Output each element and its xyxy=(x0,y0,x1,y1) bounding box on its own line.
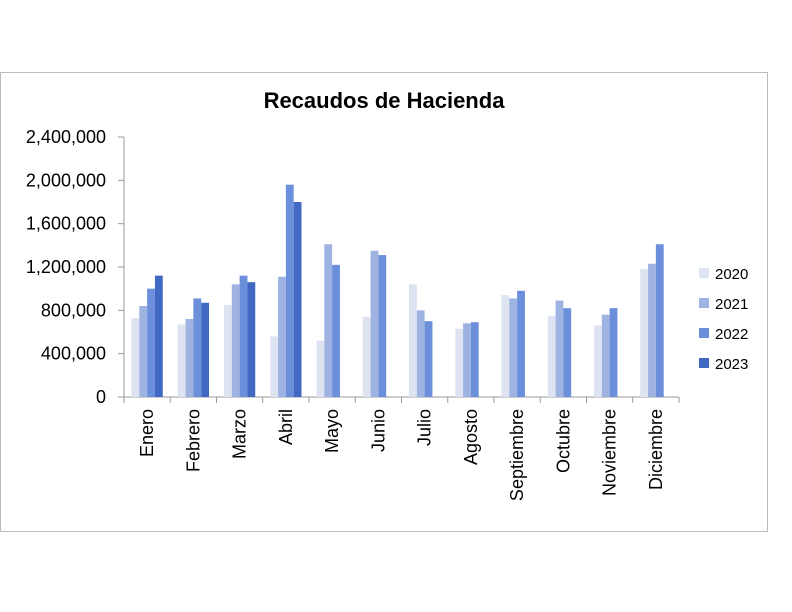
x-tick-label: Febrero xyxy=(183,409,203,472)
y-axis: 0 400,000 800,000 1,200,000 1,600,000 2,000,0… xyxy=(26,127,125,407)
bar-2021-febrero xyxy=(185,319,194,397)
bar-2020-diciembre xyxy=(640,269,649,397)
chart-title: Recaudos de Hacienda xyxy=(264,88,506,113)
bar-2020-septiembre xyxy=(501,295,510,397)
bar-2022-abril xyxy=(285,184,294,397)
legend-label-2020: 2020 xyxy=(715,266,748,283)
bar-2023-enero xyxy=(154,275,163,397)
bar-2021-enero xyxy=(139,306,148,397)
legend-label-2023: 2023 xyxy=(715,356,748,373)
bar-2021-junio xyxy=(370,250,379,397)
bar-2020-junio xyxy=(362,316,371,397)
bar-2023-febrero xyxy=(201,302,209,397)
bar-2021-mayo xyxy=(324,244,333,397)
y-tick-label: 1,200,000 xyxy=(26,257,106,277)
bar-2022-junio xyxy=(378,255,387,397)
x-tick-label: Julio xyxy=(415,409,435,446)
bar-2022-agosto xyxy=(470,322,479,397)
x-tick-label: Junio xyxy=(368,409,388,452)
bar-2021-agosto xyxy=(463,323,471,397)
bar-2021-abril xyxy=(278,276,286,397)
bar-2020-mayo xyxy=(316,340,325,397)
bar-2020-octubre xyxy=(547,315,556,397)
x-tick-label: Octubre xyxy=(553,409,573,473)
bar-2023-abril xyxy=(293,202,302,397)
bar-2020-julio xyxy=(409,284,417,397)
legend-label-2021: 2021 xyxy=(715,296,748,313)
bar-2022-septiembre xyxy=(517,290,525,397)
x-tick-label: Abril xyxy=(276,409,296,445)
bar-2022-enero xyxy=(147,288,155,397)
x-tick-label: Diciembre xyxy=(646,409,666,490)
x-tick-label: Septiembre xyxy=(507,409,527,501)
bar-2023-marzo xyxy=(247,282,256,397)
x-tick-label: Enero xyxy=(137,409,157,457)
x-tick-label: Noviembre xyxy=(600,409,620,496)
bar-2020-marzo xyxy=(224,304,232,397)
bar-2020-noviembre xyxy=(594,325,602,397)
y-tick-label: 2,400,000 xyxy=(26,127,106,147)
legend-swatch-2022 xyxy=(699,328,709,338)
bar-2020-agosto xyxy=(455,328,464,397)
legend-swatch-2023 xyxy=(699,358,709,368)
y-tick-label: 0 xyxy=(96,387,106,407)
y-tick-label: 400,000 xyxy=(41,344,106,364)
legend: 2020 2021 2022 2023 xyxy=(699,266,748,373)
bar-chart: Recaudos de Hacienda 0 400,000 800,000 1,20… xyxy=(26,88,748,501)
bar-2021-marzo xyxy=(231,284,240,397)
bar-2020-enero xyxy=(131,317,140,397)
bars xyxy=(131,184,664,397)
x-tick-label: Agosto xyxy=(461,409,481,465)
x-tick-label: Marzo xyxy=(230,409,250,459)
bar-2022-marzo xyxy=(239,275,248,397)
legend-swatch-2020 xyxy=(699,268,709,278)
chart-frame: Recaudos de Hacienda 0 400,000 800,000 1,20… xyxy=(0,72,768,532)
bar-2020-febrero xyxy=(177,324,186,397)
x-tick-label: Mayo xyxy=(322,409,342,453)
legend-label-2022: 2022 xyxy=(715,326,748,343)
y-tick-label: 2,000,000 xyxy=(26,170,106,190)
legend-swatch-2021 xyxy=(699,298,709,308)
bar-2022-mayo xyxy=(332,264,340,397)
bar-2022-febrero xyxy=(193,298,202,397)
bar-2021-octubre xyxy=(555,300,564,397)
bar-2021-septiembre xyxy=(509,298,518,397)
x-axis: Enero Febrero Marzo Abril Mayo Junio Julio Agos… xyxy=(123,396,680,501)
bar-2021-noviembre xyxy=(601,314,610,397)
bar-2020-abril xyxy=(270,336,279,397)
bar-2021-diciembre xyxy=(648,263,656,397)
bar-2022-diciembre xyxy=(655,244,664,397)
y-tick-label: 800,000 xyxy=(41,300,106,320)
bar-2022-julio xyxy=(424,321,433,397)
bar-2021-julio xyxy=(416,310,425,397)
bar-2022-octubre xyxy=(563,308,572,397)
bar-2022-noviembre xyxy=(609,308,618,397)
y-tick-label: 1,600,000 xyxy=(26,214,106,234)
